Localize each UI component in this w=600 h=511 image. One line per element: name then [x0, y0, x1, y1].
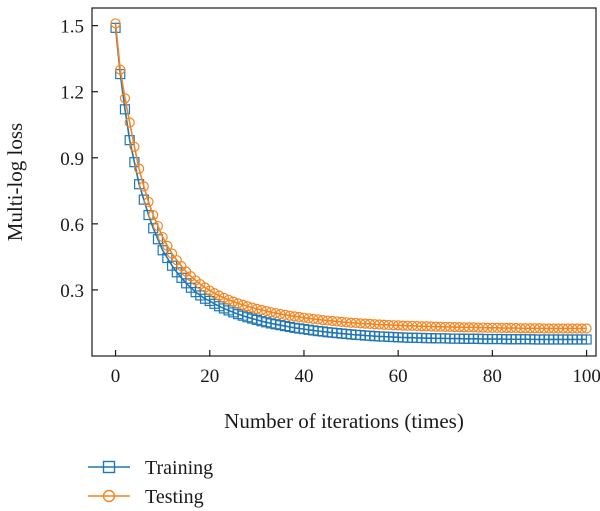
- testing-point: [152, 220, 164, 232]
- testing-point: [232, 298, 244, 309]
- training-point: [110, 22, 121, 33]
- testing-point: [581, 323, 592, 334]
- legend-testing-marker: [102, 489, 116, 503]
- testing-point: [166, 248, 178, 259]
- testing-point: [228, 296, 239, 307]
- y-tick-label: 0.9: [60, 149, 84, 170]
- y-axis-label: Multi-log loss: [3, 123, 27, 241]
- training-point: [581, 334, 592, 345]
- testing-point: [162, 240, 173, 251]
- training-point: [124, 135, 135, 146]
- x-tick-label: 0: [111, 366, 121, 387]
- plot-frame: [91, 7, 597, 357]
- y-tick-label: 1.2: [60, 83, 84, 104]
- series-layer: [110, 18, 592, 345]
- testing-point: [275, 308, 286, 320]
- testing-point: [119, 93, 131, 104]
- training-point: [152, 234, 164, 245]
- testing-point: [265, 307, 277, 318]
- testing-point: [143, 196, 154, 207]
- testing-point: [218, 292, 229, 303]
- x-axis-label: Number of iterations (times): [224, 409, 464, 433]
- x-tick-label: 40: [294, 366, 313, 387]
- y-axis-ticks: 0.3 0.6 0.9 1.2 1.5: [60, 17, 98, 302]
- y-tick-label: 0.3: [60, 281, 84, 302]
- x-axis-ticks: 0 20 40 60 80 100: [111, 350, 600, 387]
- testing-point: [247, 302, 258, 313]
- testing-point: [157, 231, 168, 243]
- testing-point: [115, 64, 126, 75]
- x-tick-label: 60: [389, 366, 408, 387]
- testing-point: [261, 305, 272, 317]
- testing-point: [124, 117, 135, 128]
- testing-point: [129, 141, 140, 152]
- training-point: [119, 104, 131, 115]
- testing-point: [110, 18, 121, 29]
- testing-point: [214, 290, 225, 301]
- y-tick-label: 0.6: [60, 215, 84, 236]
- x-tick-label: 20: [200, 366, 219, 387]
- testing-point: [251, 303, 262, 314]
- training-point: [129, 157, 140, 168]
- legend-training-label: Training: [145, 457, 213, 479]
- testing-point: [138, 181, 149, 192]
- testing-point: [223, 294, 234, 305]
- legend: Training Testing: [88, 457, 213, 508]
- y-tick-label: 1.5: [60, 17, 84, 38]
- testing-point: [256, 304, 267, 316]
- legend-training-marker: [102, 460, 116, 474]
- testing-point: [237, 299, 248, 311]
- testing-point: [148, 209, 159, 221]
- testing-point: [209, 288, 220, 299]
- training-point: [148, 223, 159, 234]
- testing-point: [270, 307, 281, 319]
- x-tick-label: 80: [483, 366, 502, 387]
- testing-point: [280, 309, 291, 320]
- testing-point: [134, 163, 145, 174]
- testing-point: [576, 323, 587, 334]
- x-tick-label: 100: [572, 366, 600, 387]
- legend-testing-label: Testing: [145, 486, 204, 508]
- testing-point: [242, 301, 253, 312]
